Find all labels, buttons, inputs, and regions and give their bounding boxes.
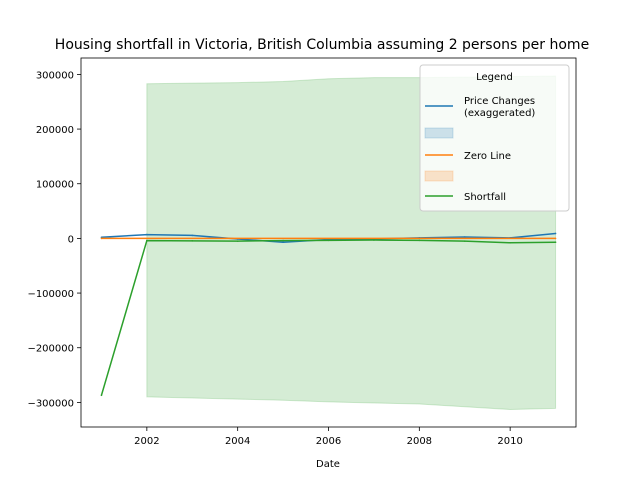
series-2-point-10 <box>554 241 557 244</box>
series-2-point-2 <box>191 240 194 242</box>
legend-box <box>419 64 570 212</box>
x-tick-label-2004: 2004 <box>225 436 250 447</box>
series-2-point-6 <box>373 239 375 241</box>
series-0-point-10 <box>554 232 557 235</box>
chart-title: Housing shortfall in Victoria, British C… <box>55 37 589 53</box>
legend-label-0: Price Changes (exaggerated) <box>464 96 535 119</box>
legend-label-2: Zero Line <box>464 151 511 162</box>
x-tick-label-2008: 2008 <box>407 436 432 447</box>
series-1-point-1 <box>554 237 557 240</box>
x-tick-label-2006: 2006 <box>316 436 341 447</box>
series-0-point-4 <box>282 241 284 244</box>
x-tick-label-2010: 2010 <box>497 436 522 447</box>
legend: Legend Price Changes (exaggerated) Zero Lin… <box>419 64 570 212</box>
series-0-point-1 <box>146 233 148 236</box>
legend-label-4: Shortfall <box>464 192 506 203</box>
legend-title: Legend <box>476 72 513 83</box>
y-tick-label-200000: 200000 <box>36 125 74 136</box>
series-2-point-3 <box>236 240 239 242</box>
series-2-point-5 <box>327 239 330 242</box>
series-2-point-9 <box>509 241 511 244</box>
x-tick-label-2002: 2002 <box>134 436 159 447</box>
legend-handle-3 <box>424 170 454 182</box>
series-1-point-0 <box>100 237 103 240</box>
series-0-point-2 <box>191 234 194 237</box>
y-tick-label-100000: 100000 <box>36 180 74 191</box>
y-tick-label-300000: 300000 <box>36 70 74 81</box>
series-2-point-7 <box>418 239 421 242</box>
axes: 2002 2004 2006 2008 2010 −300000 −200000 −10000… <box>27 57 577 447</box>
series-2-point-8 <box>463 240 466 242</box>
y-tick-label--100000: −100000 <box>27 289 74 300</box>
series-0-point-8 <box>463 236 466 238</box>
series-2-point-4 <box>282 239 284 242</box>
y-tick-label-0: 0 <box>68 234 74 245</box>
series-2-point-0 <box>100 394 103 397</box>
legend-handle-1 <box>424 127 454 139</box>
x-axis-label: Date <box>316 459 340 470</box>
y-tick-label--200000: −200000 <box>27 344 74 355</box>
series-2-point-1 <box>146 239 148 242</box>
y-tick-label--300000: −300000 <box>27 398 74 409</box>
